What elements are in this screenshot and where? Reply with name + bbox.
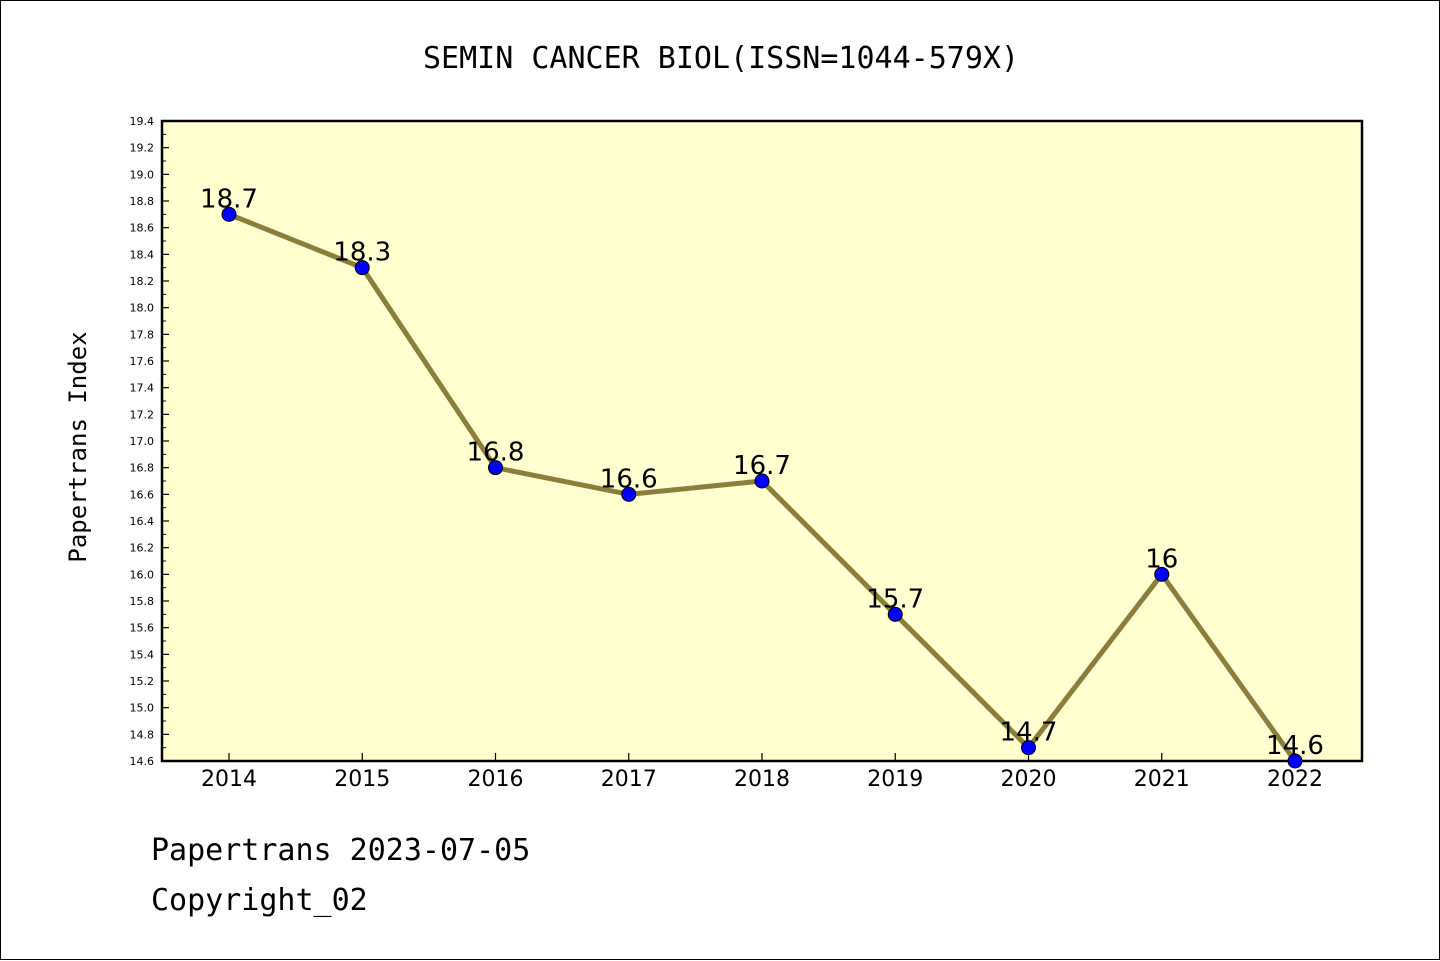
plot-area — [160, 119, 1364, 763]
chart-title: SEMIN CANCER BIOL(ISSN=1044-579X) — [423, 41, 1019, 76]
x-tick-label: 2017 — [601, 767, 657, 792]
data-point — [887, 606, 903, 622]
footer-copyright: Copyright_02 — [151, 883, 368, 918]
data-point — [1021, 740, 1036, 756]
data-label: 18.7 — [200, 184, 258, 214]
y-tick-label: 16.6 — [130, 488, 155, 501]
y-tick-label: 19.0 — [130, 168, 155, 181]
y-tick-label: 17.2 — [130, 408, 155, 421]
y-tick-label: 15.8 — [130, 595, 155, 608]
y-tick-label: 15.6 — [130, 622, 155, 635]
data-label: 16.8 — [467, 438, 525, 468]
y-tick-label: 17.0 — [130, 435, 155, 448]
y-tick-label: 18.2 — [130, 275, 155, 288]
y-tick-label: 18.0 — [130, 302, 155, 315]
x-tick-label: 2014 — [201, 767, 257, 792]
data-label: 16 — [1145, 544, 1178, 574]
y-tick-label: 18.6 — [130, 222, 155, 235]
data-label: 15.7 — [866, 584, 924, 614]
data-point — [221, 206, 237, 222]
data-label: 14.7 — [1000, 718, 1058, 748]
y-tick-label: 18.8 — [130, 195, 155, 208]
data-point — [621, 486, 637, 502]
data-point — [488, 460, 503, 476]
y-tick-label: 19.2 — [130, 142, 155, 155]
y-tick-label: 18.4 — [130, 248, 155, 261]
data-point — [1154, 566, 1170, 582]
y-tick-label: 16.0 — [130, 568, 155, 581]
y-tick-label: 14.8 — [130, 728, 155, 741]
data-label: 16.7 — [733, 451, 791, 481]
y-tick-label: 16.8 — [130, 462, 155, 475]
y-tick-label: 16.2 — [130, 542, 155, 555]
x-tick-label: 2016 — [468, 767, 524, 792]
footer-date: Papertrans 2023-07-05 — [151, 833, 531, 868]
y-tick-label: 15.4 — [130, 648, 155, 661]
x-tick-label: 2022 — [1267, 767, 1323, 792]
data-point — [1287, 753, 1303, 769]
x-tick-label: 2015 — [334, 767, 390, 792]
y-tick-label: 17.4 — [130, 382, 155, 395]
data-point — [754, 473, 770, 489]
y-tick-label: 14.6 — [130, 755, 155, 768]
y-tick-label: 17.8 — [130, 328, 155, 341]
y-tick-label: 19.4 — [130, 115, 155, 128]
series-markers — [221, 206, 1303, 769]
data-point — [354, 260, 370, 276]
x-tick-label: 2018 — [734, 767, 790, 792]
y-tick-label: 15.0 — [130, 702, 155, 715]
data-label: 16.6 — [600, 464, 658, 494]
x-tick-label: 2020 — [1001, 767, 1057, 792]
data-label: 14.6 — [1266, 731, 1324, 761]
y-axis-label: Papertrans Index — [64, 331, 92, 562]
data-label: 18.3 — [333, 238, 391, 268]
y-axis: 14.6 14.8 15.0 15.2 15.4 15.6 15.8 16.0 16.2 16.4… — [130, 115, 169, 768]
x-tick-label: 2019 — [867, 767, 923, 792]
y-tick-label: 16.4 — [130, 515, 155, 528]
x-tick-label: 2021 — [1134, 767, 1190, 792]
y-tick-label: 15.2 — [130, 675, 155, 688]
data-labels: 18.7 18.3 16.8 16.6 16.7 15.7 14.7 16 14.6 — [200, 184, 1324, 761]
y-tick-label: 17.6 — [130, 355, 155, 368]
